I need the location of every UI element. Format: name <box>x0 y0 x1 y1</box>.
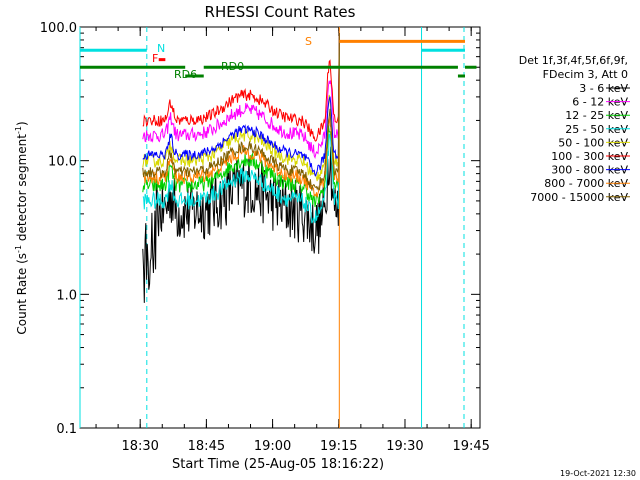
x-tick-label: 19:45 <box>452 439 489 454</box>
flag-label: F <box>152 52 158 65</box>
series-line <box>142 33 340 191</box>
flag-label: RD6 <box>174 68 197 81</box>
legend-item-label: 100 - 300 keV <box>551 150 628 163</box>
y-axis-label: Count Rate (s-1 detector segment-1) <box>14 121 29 334</box>
x-axis-label: Start Time (25-Aug-05 18:16:22) <box>172 457 384 472</box>
legend-item-label: 3 - 6 keV <box>579 82 628 95</box>
flag-label: S <box>305 35 312 48</box>
legend-header-2: FDecim 3, Att 0 <box>543 68 628 81</box>
footer-timestamp: 19-Oct-2021 12:30 <box>560 469 636 478</box>
legend-item-label: 300 - 800 keV <box>551 164 628 177</box>
legend-header-1: Det 1f,3f,4f,5f,6f,9f, <box>519 54 628 67</box>
legend-item-label: 7000 - 15000 keV <box>530 191 628 204</box>
chart-title: RHESSI Count Rates <box>205 3 356 21</box>
y-tick-label: 0.1 <box>56 422 77 437</box>
y-axis-label-sup2: -1 <box>14 126 23 134</box>
series-line <box>142 33 340 224</box>
x-tick-label: 19:00 <box>254 439 291 454</box>
x-tick-label: 19:30 <box>386 439 423 454</box>
flag-label: RD0 <box>221 60 244 73</box>
y-axis-label-sup1: -1 <box>14 245 23 253</box>
y-axis-label-mid: detector segment <box>15 134 29 245</box>
legend-item-label: 50 - 100 keV <box>558 136 628 149</box>
series-line <box>142 33 340 177</box>
legend-item-label: 12 - 25 keV <box>565 109 628 122</box>
series-line <box>142 33 340 208</box>
y-axis-label-prefix: Count Rate (s <box>15 253 29 335</box>
plot-frame <box>79 26 481 429</box>
y-tick-label: 1.0 <box>56 288 77 303</box>
legend-item-label: 800 - 7000 keV <box>544 177 628 190</box>
legend: Det 1f,3f,4f,5f,6f,9f, FDecim 3, Att 0 3… <box>519 54 630 204</box>
series-line <box>142 33 340 160</box>
x-tick-label: 18:45 <box>188 439 225 454</box>
y-axis-label-suffix: ) <box>15 121 29 126</box>
x-tick-label: 19:15 <box>320 439 357 454</box>
series-line <box>142 33 340 142</box>
y-tick-label: 100.0 <box>40 21 77 36</box>
legend-item-label: 6 - 12 keV <box>572 96 628 109</box>
y-tick-label: 10.0 <box>48 155 77 170</box>
flag-label: N <box>157 42 165 55</box>
x-tick-label: 18:30 <box>121 439 158 454</box>
legend-item-label: 25 - 50 keV <box>565 123 628 136</box>
